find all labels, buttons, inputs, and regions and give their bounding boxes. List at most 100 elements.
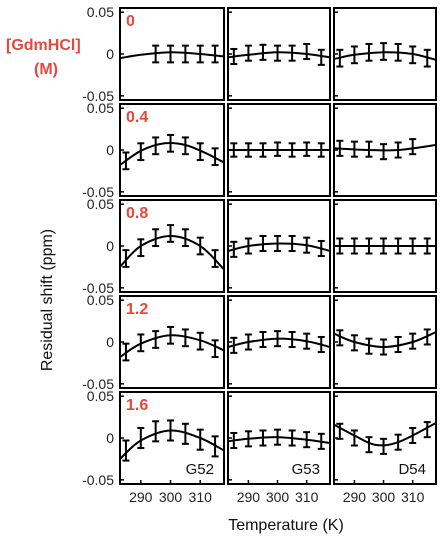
- data-point-errorbar: [152, 44, 160, 64]
- data-point-errorbar: [122, 439, 130, 462]
- y-axis-title: Residual shift (ppm): [39, 229, 56, 371]
- data-point-errorbar: [230, 142, 238, 158]
- data-point-errorbar: [394, 237, 402, 255]
- data-point-errorbar: [409, 237, 417, 255]
- residue-label: G52: [186, 461, 214, 478]
- y-tick-label: -0.05: [82, 184, 114, 200]
- x-tick-label: 290: [343, 489, 367, 505]
- data-point-errorbar: [380, 143, 388, 161]
- data-point-errorbar: [181, 228, 189, 247]
- data-point-errorbar: [317, 142, 325, 158]
- panel-G52-1.2: 0.05 0 -0.05 1.2: [82, 292, 225, 392]
- y-tick-label: 0.05: [87, 100, 114, 116]
- data-point-errorbar: [122, 249, 130, 268]
- data-point-errorbar: [211, 339, 219, 359]
- panel-D54-1.2: [333, 295, 437, 389]
- data-point-errorbar: [365, 436, 373, 454]
- data-point-errorbar: [152, 330, 160, 349]
- data-point-errorbar: [317, 335, 325, 354]
- x-tick-label: 310: [189, 489, 213, 505]
- y-tick-label: 0.05: [87, 4, 114, 20]
- data-point-errorbar: [350, 429, 358, 447]
- x-tick-label: 290: [237, 489, 261, 505]
- panel-G52-0: 0.05 0 -0.05 0: [82, 4, 225, 104]
- concentration-label: 0.4: [126, 109, 148, 126]
- legend-title-line1: [GdmHCl]: [6, 37, 81, 54]
- data-point-errorbar: [196, 142, 204, 162]
- concentration-label: 1.6: [126, 397, 148, 414]
- panel-D54-1.6: 290 300 310 D54: [333, 391, 437, 505]
- data-point-errorbar: [244, 44, 252, 62]
- fit-curve: [333, 422, 437, 447]
- x-tick-label: 310: [295, 489, 319, 505]
- panel-G53-0.4: [227, 103, 331, 197]
- legend-title-line2: (M): [34, 61, 58, 78]
- data-point-errorbar: [181, 328, 189, 348]
- y-tick-label: 0.05: [87, 388, 114, 404]
- data-point-errorbar: [423, 328, 431, 346]
- data-point-errorbar: [274, 234, 282, 253]
- panel-D54-0.8: [333, 199, 437, 293]
- data-point-errorbar: [122, 151, 130, 171]
- panel-G52-0.4: 0.05 0 -0.05 0.4: [82, 100, 225, 200]
- y-tick-label: -0.05: [82, 280, 114, 296]
- data-point-errorbar: [230, 47, 238, 66]
- data-point-errorbar: [317, 239, 325, 258]
- data-point-errorbar: [317, 48, 325, 66]
- data-point-errorbar: [303, 141, 311, 157]
- data-point-errorbar: [152, 136, 160, 156]
- data-point-errorbar: [167, 44, 175, 64]
- y-tick-label: 0: [106, 46, 114, 62]
- fit-curve: [119, 334, 225, 358]
- data-point-errorbar: [365, 337, 373, 355]
- data-point-errorbar: [409, 332, 417, 350]
- data-point-errorbar: [336, 48, 344, 68]
- fit-curve: [227, 242, 331, 252]
- y-tick-label: 0: [106, 334, 114, 350]
- data-point-errorbar: [230, 431, 238, 450]
- data-point-errorbar: [336, 237, 344, 255]
- data-point-errorbar: [152, 228, 160, 247]
- panel-D54-0: [333, 7, 437, 101]
- data-point-errorbar: [288, 330, 296, 349]
- data-point-errorbar: [409, 426, 417, 445]
- panel-frame: [333, 295, 437, 389]
- x-tick-label: 300: [159, 489, 183, 505]
- panel-D54-0.4: [333, 103, 437, 197]
- panel-G53-1.2: [227, 295, 331, 389]
- data-point-errorbar: [365, 42, 373, 62]
- data-point-errorbar: [230, 336, 238, 354]
- x-tick-label: 300: [266, 489, 290, 505]
- y-tick-label: 0: [106, 238, 114, 254]
- x-tick-label: 290: [129, 489, 153, 505]
- data-point-errorbar: [211, 249, 219, 268]
- concentration-label: 0.8: [126, 205, 148, 222]
- data-point-errorbar: [167, 133, 175, 153]
- data-point-errorbar: [211, 147, 219, 167]
- data-point-errorbar: [167, 419, 175, 442]
- panel-G52-1.6: 0.05 0 -0.05 290 300 310 1.6 G52: [82, 388, 225, 505]
- data-point-errorbar: [259, 330, 267, 349]
- data-point-errorbar: [196, 44, 204, 64]
- fit-curve: [119, 429, 225, 460]
- fit-curve: [227, 436, 331, 444]
- data-point-errorbar: [196, 428, 204, 451]
- data-point-errorbar: [259, 429, 267, 447]
- x-tick-label: 310: [401, 489, 425, 505]
- panel-G53-1.6: 290 300 310 G53: [227, 391, 331, 505]
- data-point-errorbar: [380, 237, 388, 255]
- y-tick-label: -0.05: [82, 376, 114, 392]
- fit-curve: [227, 51, 331, 59]
- data-point-errorbar: [303, 42, 311, 61]
- data-point-errorbar: [303, 332, 311, 350]
- fit-curve: [119, 51, 225, 60]
- data-point-errorbar: [244, 333, 252, 351]
- data-point-errorbar: [274, 44, 282, 62]
- data-point-errorbar: [365, 140, 373, 158]
- x-tick-label: 300: [372, 489, 396, 505]
- data-point-errorbar: [274, 428, 282, 446]
- data-point-errorbar: [288, 234, 296, 253]
- concentration-label: 0: [126, 13, 135, 30]
- panel-G52-0.8: 0.05 0 -0.05 0.8: [82, 196, 225, 296]
